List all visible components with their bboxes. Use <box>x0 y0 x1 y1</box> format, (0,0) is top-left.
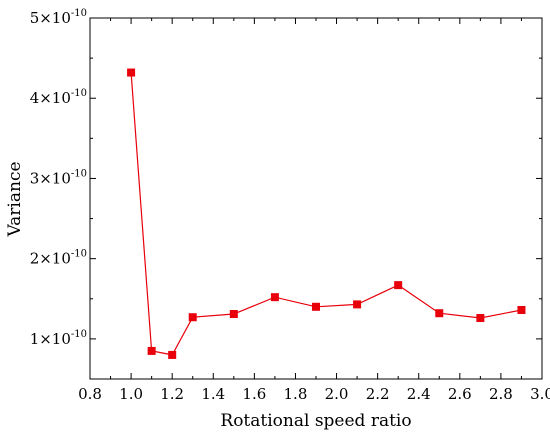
y-tick-label: 3×10-10 <box>30 168 87 187</box>
data-point <box>168 350 177 359</box>
series-line <box>130 72 522 356</box>
data-point <box>435 309 444 318</box>
x-tick-label: 1.6 <box>242 385 266 403</box>
data-point <box>127 68 136 77</box>
data-point <box>270 293 279 302</box>
data-point <box>394 281 403 290</box>
y-tick-exponent: -10 <box>71 249 87 260</box>
x-tick-label: 2.2 <box>366 385 390 403</box>
x-tick-label: 3.0 <box>530 385 550 403</box>
y-tick-mantissa: 4×10 <box>30 89 71 107</box>
y-tick-mantissa: 3×10 <box>30 169 71 187</box>
y-tick-label: 2×10-10 <box>30 249 87 268</box>
y-tick-mantissa: 5×10 <box>30 9 71 27</box>
y-tick-mantissa: 2×10 <box>30 250 71 268</box>
axis-ticks <box>89 17 543 379</box>
x-tick-label: 1.2 <box>160 385 184 403</box>
data-point <box>353 300 362 309</box>
data-point <box>188 313 197 322</box>
data-point <box>517 306 526 315</box>
y-tick-label: 4×10-10 <box>30 88 87 107</box>
y-tick-label: 5×10-10 <box>30 8 87 27</box>
data-point <box>229 310 238 319</box>
x-tick-label: 2.4 <box>407 385 431 403</box>
y-axis-label: Variance <box>5 161 25 237</box>
data-point <box>312 302 320 311</box>
x-tick-label: 2.0 <box>325 385 349 403</box>
x-tick-label: 1.4 <box>201 385 225 403</box>
plot-frame <box>89 17 543 380</box>
series-layer <box>127 68 526 359</box>
y-tick-exponent: -10 <box>71 88 87 99</box>
x-tick-label: 1.0 <box>119 385 143 403</box>
data-point <box>147 346 156 355</box>
y-tick-exponent: -10 <box>71 329 87 340</box>
y-tick-mantissa: 1×10 <box>30 330 71 348</box>
y-tick-exponent: -10 <box>71 8 87 19</box>
y-tick-label: 1×10-10 <box>30 329 87 348</box>
x-tick-label: 0.8 <box>78 385 102 403</box>
x-axis-label: Rotational speed ratio <box>220 411 411 431</box>
x-tick-label: 2.6 <box>448 385 472 403</box>
data-point <box>476 314 485 323</box>
x-tick-label: 2.8 <box>489 385 513 403</box>
y-tick-labels: 1×10-102×10-103×10-104×10-105×10-10 <box>30 8 87 348</box>
x-tick-label: 1.8 <box>284 385 308 403</box>
y-tick-exponent: -10 <box>71 168 87 179</box>
x-tick-labels: 0.8 1.0 1.2 1.4 1.6 1.8 2.0 2.2 2.4 2.6 2.8 3.0 <box>78 385 550 403</box>
